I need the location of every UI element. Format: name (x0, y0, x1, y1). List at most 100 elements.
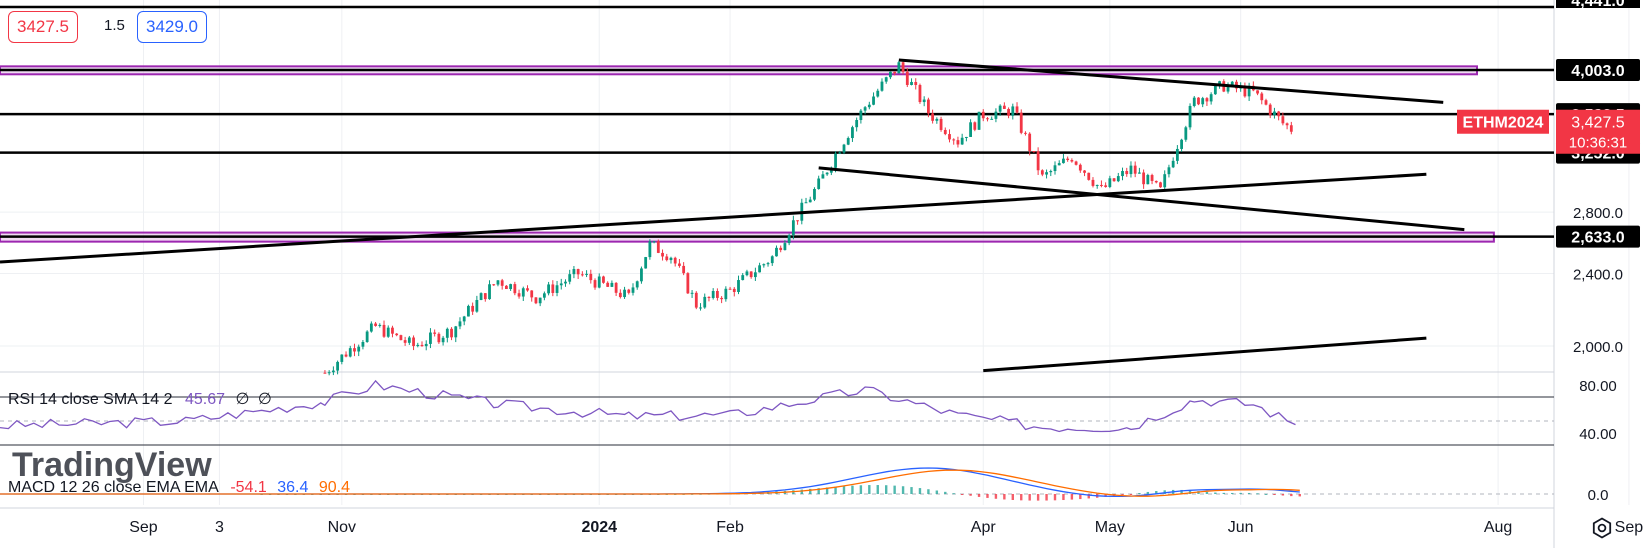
macd-histogram-bar (960, 494, 964, 495)
macd-histogram-bar (927, 489, 930, 494)
date-tick-label: Aug (1484, 519, 1512, 536)
candle-body (1112, 178, 1116, 182)
candle-body (602, 276, 605, 283)
macd-histogram-bar (868, 485, 871, 494)
candle-body (1209, 94, 1213, 102)
candle-body (889, 71, 892, 78)
candle-body (1230, 81, 1234, 86)
date-tick-label: Sep (1615, 519, 1644, 536)
candle-body (555, 285, 559, 293)
macd-histogram-bar (825, 487, 829, 494)
candle-body (589, 273, 593, 281)
candle-body (1192, 97, 1196, 106)
candle-body (378, 324, 382, 326)
candle-body (1002, 105, 1006, 109)
candle-body (990, 118, 994, 120)
macd-histogram-bar (1138, 493, 1141, 495)
macd-histogram-bar (1146, 491, 1150, 494)
gear-icon[interactable] (1590, 516, 1614, 540)
macd-histogram-bar (1011, 494, 1014, 500)
candle-body (1028, 133, 1032, 152)
macd-histogram-bar (1155, 491, 1158, 494)
candle-body (762, 264, 766, 266)
candle-body (678, 263, 681, 266)
last-price-tag (1556, 109, 1640, 154)
candle-body (580, 274, 584, 276)
candle-body (749, 271, 753, 278)
macd-histogram-bar (935, 490, 939, 494)
candle-body (1268, 104, 1272, 116)
candle-body (412, 337, 415, 347)
candle-body (361, 341, 365, 347)
sell-button[interactable]: 3427.5 (8, 11, 78, 43)
candle-body (745, 271, 749, 276)
macd-histogram-bar (1231, 492, 1234, 494)
candle-body (779, 247, 783, 251)
candle-body (669, 257, 673, 261)
macd-histogram-bar (1028, 494, 1031, 501)
macd-histogram-bar (1264, 493, 1268, 495)
candle-body (445, 328, 449, 338)
candle-body (1163, 174, 1167, 188)
candle-body (994, 111, 998, 119)
price-tick-label: 2,800.0 (1573, 205, 1623, 222)
candle-body (327, 372, 331, 374)
candle-body (1045, 172, 1048, 175)
candle-body (855, 120, 859, 128)
price-level-tag (1556, 225, 1640, 248)
date-tick-label: Apr (971, 519, 997, 536)
trendline (898, 58, 1444, 104)
candle-body (665, 256, 669, 261)
candle-body (1083, 170, 1086, 173)
candle-body (1011, 106, 1015, 116)
candle-body (682, 265, 686, 274)
candle-body (1074, 161, 1078, 165)
macd-histogram-bar (1298, 494, 1301, 497)
candle-body (846, 138, 850, 145)
macd-histogram-bar (1079, 494, 1082, 500)
candle-body (1108, 178, 1112, 187)
candle-body (538, 297, 542, 304)
macd-histogram-bar (1281, 494, 1285, 496)
candle-body (424, 343, 428, 347)
candle-body (1281, 116, 1285, 124)
candle-body (711, 291, 715, 298)
tradingview-watermark: TradingView (12, 446, 212, 484)
candle-body (859, 110, 863, 121)
candle-body (547, 284, 550, 294)
candle-body (673, 257, 677, 264)
candle-body (969, 122, 972, 137)
candle-body (939, 118, 943, 130)
candle-body (1159, 182, 1162, 188)
candle-body (880, 81, 884, 91)
macd-histogram-bar (944, 491, 947, 494)
candle-body (1142, 172, 1146, 185)
candle-body (517, 293, 521, 297)
bar-countdown: 10:36:31 (1569, 135, 1627, 152)
candle-body (1247, 85, 1251, 97)
candle-body (1125, 170, 1129, 175)
candle-body (475, 299, 479, 312)
candle-body (365, 331, 369, 342)
candle-body (1078, 164, 1082, 171)
rsi-extra-2: ∅ (258, 391, 272, 408)
candle-body (703, 296, 707, 308)
candle-body (935, 118, 939, 121)
rsi-tick-label: 40.00 (1579, 426, 1617, 443)
symbol-tag (1457, 109, 1549, 134)
candle-body (661, 252, 664, 257)
candle-body (391, 327, 394, 334)
date-tick-label: Feb (716, 519, 744, 536)
buy-button[interactable]: 3429.0 (137, 11, 207, 43)
last-price: 3,427.5 (1571, 115, 1624, 132)
rsi-value: 45.67 (185, 391, 225, 408)
candle-body (1277, 111, 1281, 117)
candle-body (986, 118, 989, 120)
candle-body (1087, 172, 1091, 180)
candle-body (1201, 98, 1205, 105)
candle-body (690, 292, 694, 294)
candle-body (1095, 184, 1099, 186)
macd-histogram-bar (1129, 494, 1133, 495)
